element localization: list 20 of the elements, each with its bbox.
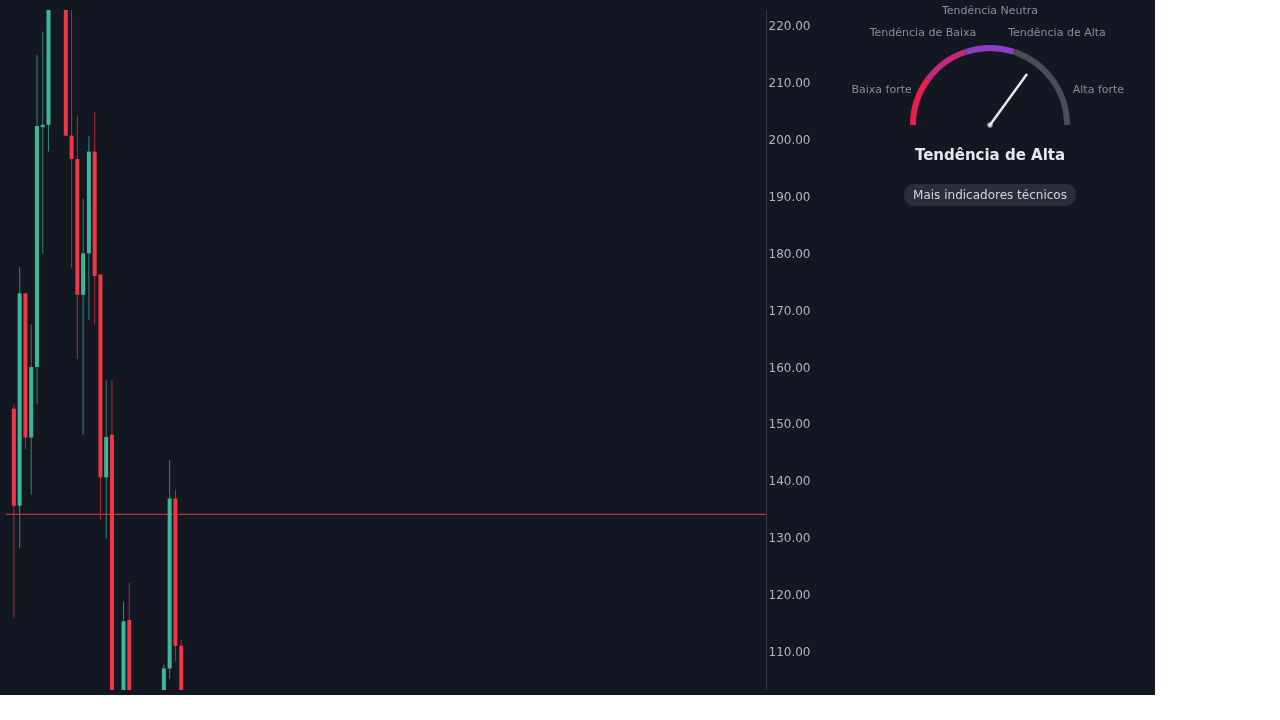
- y-tick-label: 170.00: [768, 303, 811, 318]
- y-tick-label: 140.00: [768, 474, 811, 489]
- y-tick-label: 150.00: [768, 417, 811, 432]
- y-tick-label: 190.00: [768, 189, 811, 204]
- text: Mais indicadores técnicos: [913, 188, 1067, 202]
- slice-label: Alta forte: [1072, 82, 1125, 96]
- slice-label: Baixa forte: [851, 82, 912, 96]
- y-tick-label: 160.00: [768, 360, 811, 375]
- candlestick: [69, 10, 74, 268]
- y-tick-label: 130.00: [768, 531, 811, 546]
- slice-label: Tendência Neutra: [940, 4, 1039, 17]
- y-tick-label: 220.00: [768, 19, 811, 34]
- y-tick-label: 110.00: [768, 644, 811, 659]
- slice-label: Tendência de Alta: [1007, 25, 1106, 39]
- slice-label: Tendência de Baixa: [868, 25, 977, 39]
- text: Tendência de Alta: [914, 146, 1066, 164]
- y-tick-label: 120.00: [768, 587, 811, 602]
- y-tick-label: 200.00: [768, 133, 811, 148]
- y-tick-label: 210.00: [768, 76, 811, 91]
- y-tick-label: 180.00: [768, 246, 811, 261]
